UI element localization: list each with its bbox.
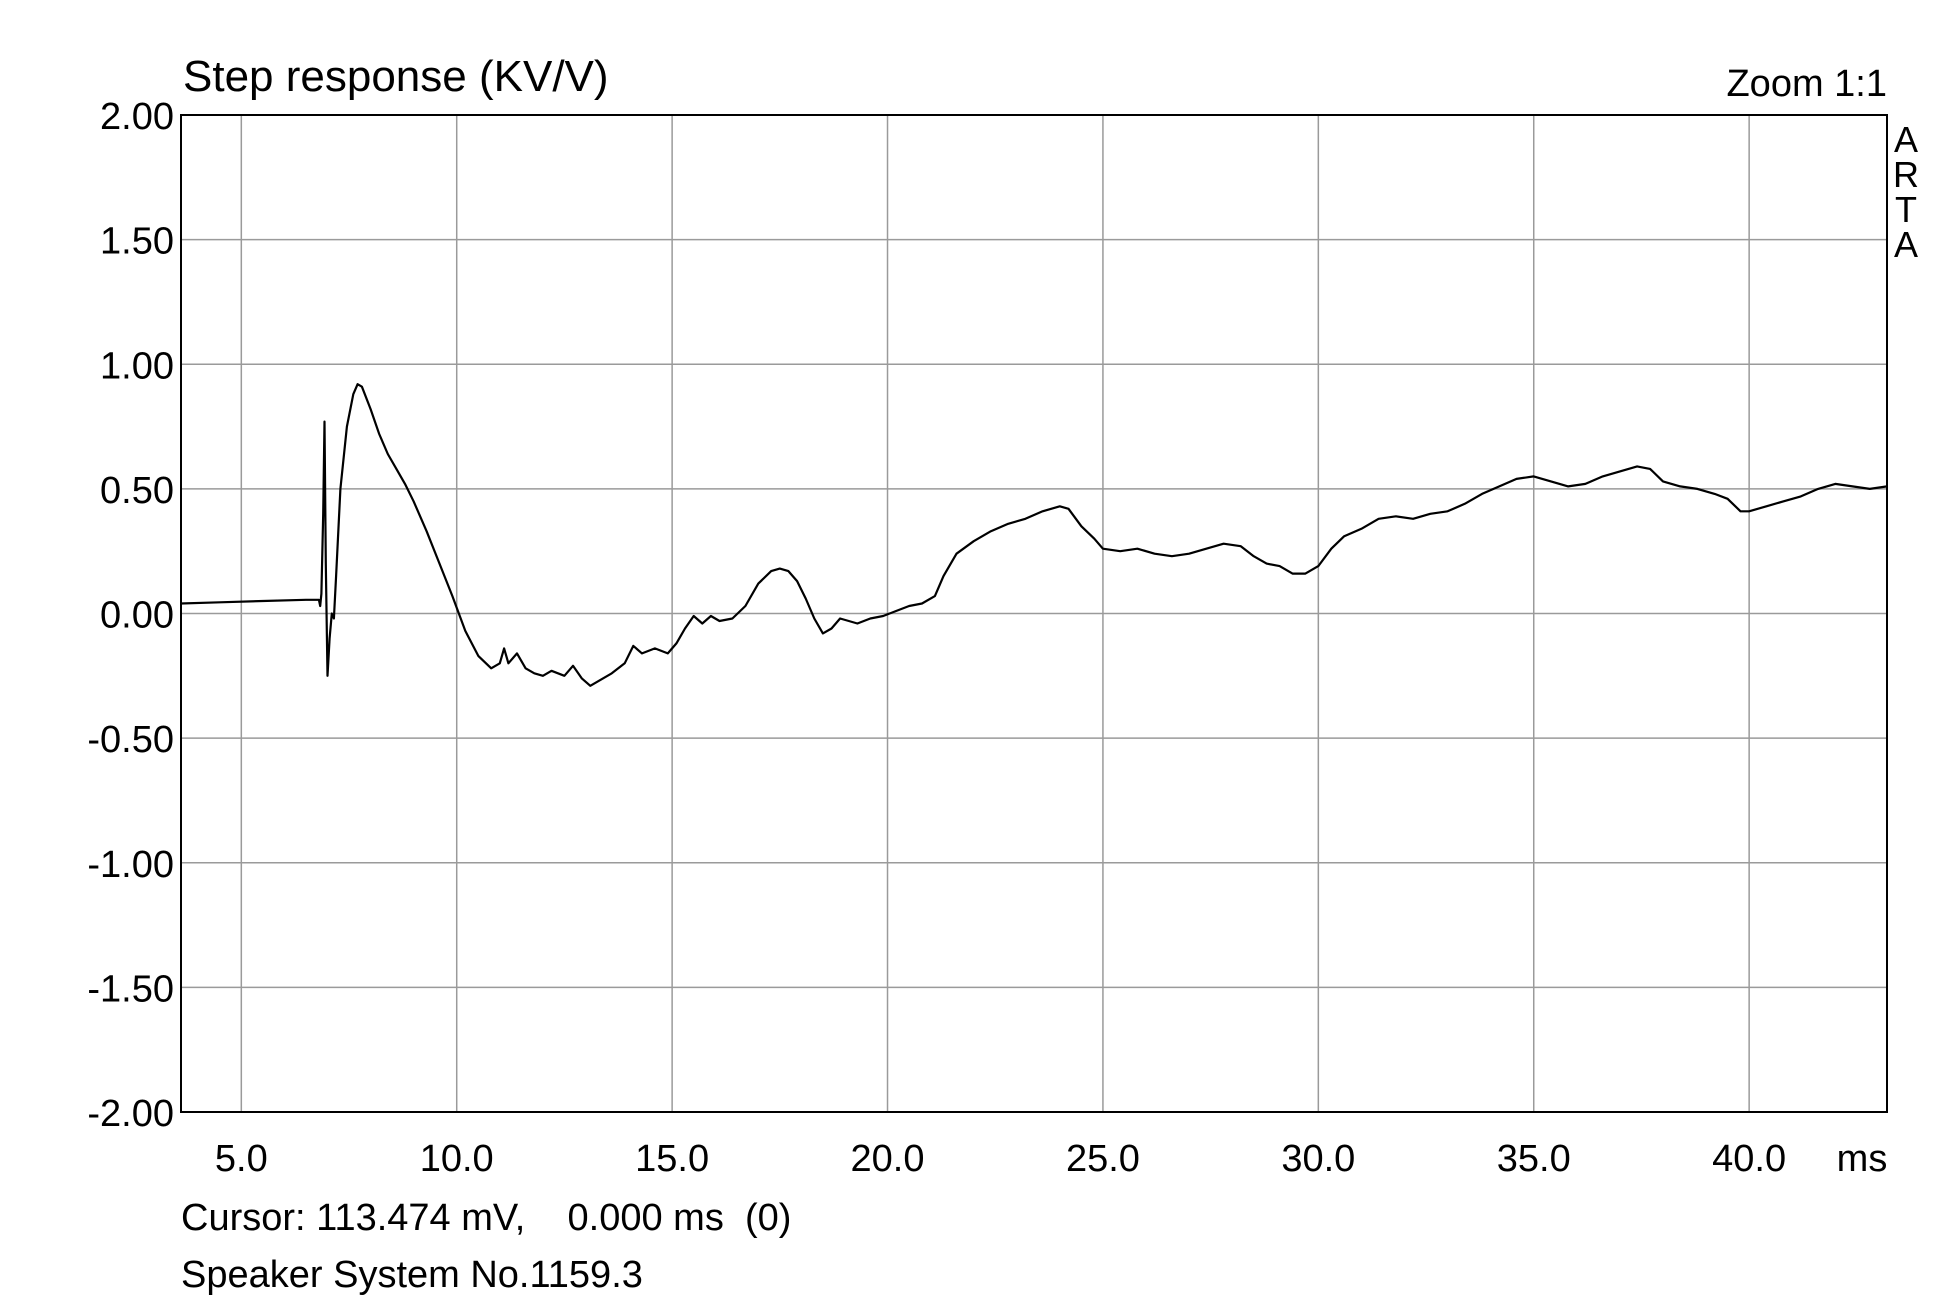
- x-tick-label: 30.0: [1281, 1138, 1355, 1180]
- x-tick-labels: 5.0 10.0 15.0 20.0 25.0 30.0 35.0 40.0: [215, 1138, 1786, 1180]
- y-tick-labels: 2.00 1.50 1.00 0.50 0.00 -0.50 -1.00 -1.50 -2.00: [87, 96, 174, 1135]
- y-tick-label: -0.50: [87, 719, 174, 761]
- chart-title: Step response (KV/V): [183, 52, 609, 101]
- x-tick-label: 25.0: [1066, 1138, 1140, 1180]
- brand-letter: R: [1893, 154, 1919, 195]
- y-tick-label: -1.00: [87, 844, 174, 886]
- y-tick-label: -2.00: [87, 1093, 174, 1135]
- y-tick-label: -1.50: [87, 968, 174, 1010]
- brand-letter: A: [1894, 119, 1918, 160]
- x-tick-label: 35.0: [1497, 1138, 1571, 1180]
- x-tick-label: 40.0: [1712, 1138, 1786, 1180]
- x-tick-label: 15.0: [635, 1138, 709, 1180]
- series-group: [180, 383, 1888, 687]
- x-tick-label: 5.0: [215, 1138, 268, 1180]
- plot-frame: [180, 114, 1888, 1113]
- y-tick-label: 2.00: [100, 96, 174, 138]
- series-line: [180, 383, 1888, 687]
- brand-letter: A: [1894, 224, 1918, 265]
- x-tick-label: 10.0: [420, 1138, 494, 1180]
- grid-lines: [181, 114, 1887, 1113]
- y-tick-label: 0.00: [100, 595, 174, 637]
- x-axis-unit-label: ms: [1837, 1138, 1888, 1180]
- zoom-label: Zoom 1:1: [1726, 63, 1887, 105]
- brand-letter: T: [1895, 189, 1917, 230]
- y-tick-label: 0.50: [100, 470, 174, 512]
- cursor-readout: Cursor: 113.474 mV, 0.000 ms (0): [181, 1197, 791, 1239]
- chart-caption: Speaker System No.1159.3: [181, 1254, 643, 1295]
- y-tick-label: 1.50: [100, 221, 174, 263]
- y-tick-label: 1.00: [100, 345, 174, 387]
- x-tick-label: 20.0: [851, 1138, 925, 1180]
